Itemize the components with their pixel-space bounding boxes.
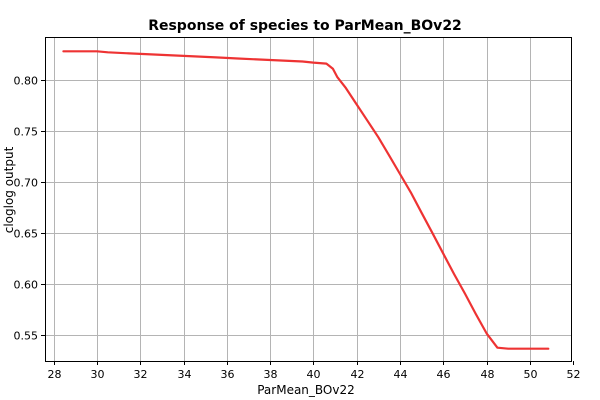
x-axis-label: ParMean_BOv22 (257, 383, 355, 397)
series-layer (62, 50, 550, 350)
x-tick-label: 52 (567, 368, 581, 381)
x-tick-label: 34 (178, 368, 192, 381)
x-tick-label: 50 (524, 368, 538, 381)
x-tick-label: 44 (394, 368, 408, 381)
y-axis-label: cloglog output (2, 146, 16, 233)
x-tick-label: 30 (91, 368, 105, 381)
x-tick-label: 46 (437, 368, 451, 381)
x-axis-ticks: 28 30 32 34 36 38 40 42 44 46 48 50 52 (48, 361, 581, 381)
y-tick-label: 0.75 (14, 126, 39, 139)
x-tick-label: 36 (221, 368, 235, 381)
x-tick-label: 40 (307, 368, 321, 381)
x-tick-label: 32 (134, 368, 148, 381)
series-line (62, 50, 550, 350)
y-tick-label: 0.70 (14, 177, 39, 190)
x-tick-label: 28 (48, 368, 62, 381)
y-tick-label: 0.55 (14, 330, 39, 343)
grid-lines (45, 37, 571, 361)
y-tick-label: 0.65 (14, 228, 39, 241)
x-tick-label: 48 (481, 368, 495, 381)
y-axis-ticks: 0.55 0.60 0.65 0.70 0.75 0.80 (14, 75, 45, 343)
plot-area-border (45, 37, 572, 362)
x-tick-label: 38 (264, 368, 278, 381)
y-tick-label: 0.80 (14, 75, 39, 88)
y-tick-label: 0.60 (14, 279, 39, 292)
chart-title: Response of species to ParMean_BOv22 (148, 18, 462, 34)
x-tick-label: 42 (351, 368, 365, 381)
